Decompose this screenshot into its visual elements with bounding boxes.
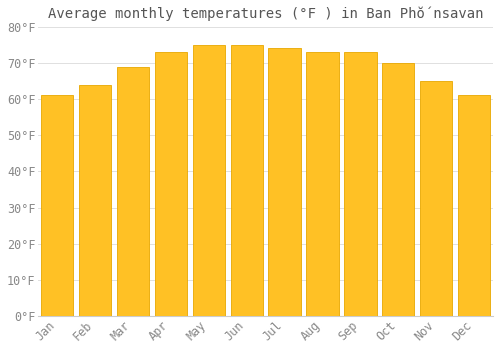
Bar (192, 45, 225, 316)
Bar (306, 52, 338, 316)
Bar (382, 63, 414, 316)
Bar (230, 45, 263, 316)
Bar (420, 81, 452, 316)
Bar (155, 52, 187, 316)
Bar (458, 96, 490, 316)
Bar (268, 48, 300, 316)
Bar (344, 52, 376, 316)
Bar (79, 85, 111, 316)
Bar (41, 96, 74, 316)
Title: Average monthly temperatures (°F ) in Ban Phŏ́nsavan: Average monthly temperatures (°F ) in Ba… (48, 7, 484, 21)
Bar (117, 66, 149, 316)
